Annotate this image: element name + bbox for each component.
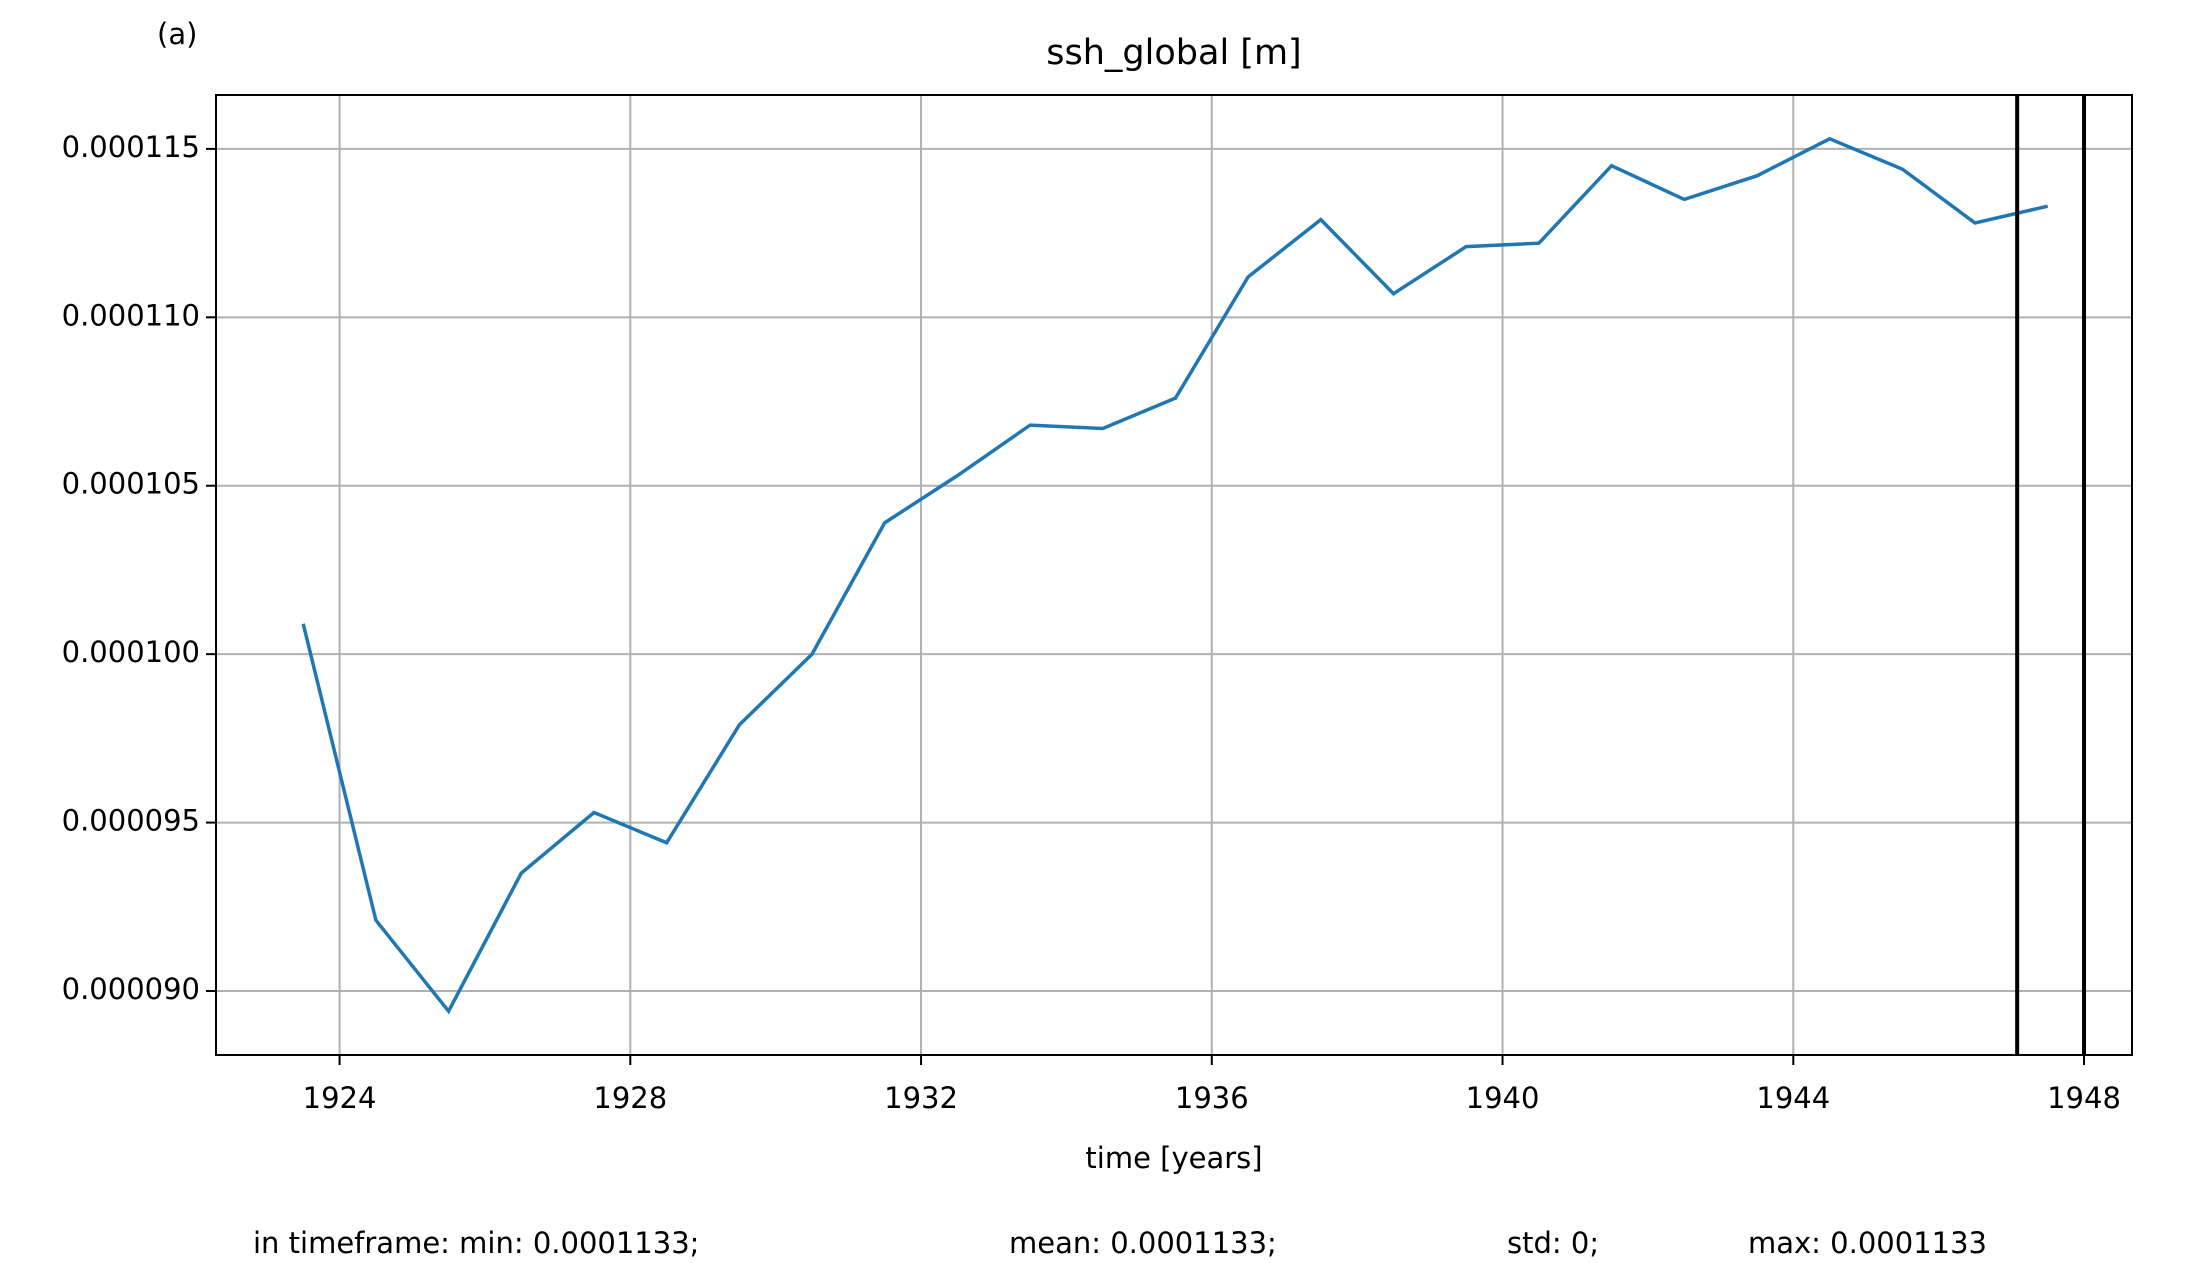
stats-text: mean: 0.0001133; [1009, 1226, 1277, 1260]
stats-text: std: 0; [1507, 1226, 1599, 1260]
y-tick-label: 0.000110 [62, 298, 200, 332]
stats-text: in timeframe: min: 0.0001133; [253, 1226, 699, 1260]
x-tick-label: 1932 [884, 1081, 958, 1115]
y-tick-label: 0.000105 [62, 467, 200, 501]
x-tick-label: 1944 [1756, 1081, 1830, 1115]
x-tick-label: 1948 [2047, 1081, 2121, 1115]
x-tick-label: 1924 [303, 1081, 377, 1115]
plot-frame [215, 94, 2133, 1056]
y-tick-label: 0.000100 [62, 635, 200, 669]
chart-title: ssh_global [m] [1046, 33, 1301, 73]
y-tick-label: 0.000115 [62, 130, 200, 164]
y-tick-label: 0.000095 [62, 804, 200, 838]
x-tick-label: 1936 [1175, 1081, 1249, 1115]
x-tick-label: 1940 [1466, 1081, 1540, 1115]
panel-label: (a) [157, 17, 197, 51]
stats-text: max: 0.0001133 [1748, 1226, 1987, 1260]
x-tick-label: 1928 [593, 1081, 667, 1115]
y-tick-label: 0.000090 [62, 972, 200, 1006]
x-axis-label: time [years] [1085, 1141, 1262, 1175]
line-series [301, 136, 2049, 1015]
